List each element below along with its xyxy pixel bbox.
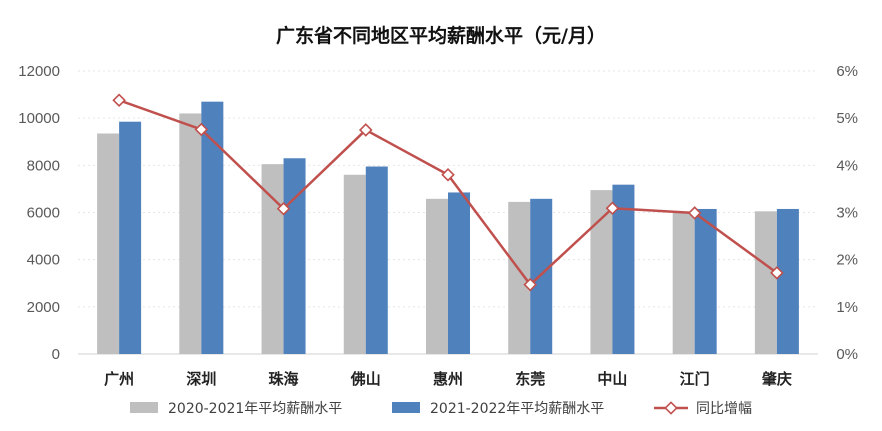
growth-line-marker	[605, 201, 620, 216]
bar-series-1	[508, 201, 531, 354]
chart-title: 广东省不同地区平均薪酬水平（元/月）	[276, 24, 606, 47]
growth-line-marker	[523, 277, 538, 292]
left-y-tick-label: 4000	[27, 252, 60, 269]
bar-series-1	[343, 174, 366, 354]
growth-line-marker	[276, 201, 291, 216]
x-tick-label: 江门	[680, 370, 710, 388]
growth-line-marker	[441, 167, 455, 182]
x-axis-tick-labels: 广州 深圳 珠海 佛山 惠州 东莞 中山 江门 肇庆	[104, 370, 792, 388]
legend: 2020-2021年平均薪酬水平 2021-2022年平均薪酬水平 同比增幅	[130, 401, 752, 417]
growth-line-marker	[687, 206, 702, 220]
right-y-tick-label: 1%	[836, 299, 858, 316]
bar-series-2	[448, 192, 470, 354]
bar-series-2	[694, 208, 717, 354]
legend-label-series-1: 2020-2021年平均薪酬水平	[168, 401, 342, 417]
right-y-tick-label: 3%	[836, 205, 858, 222]
x-tick-label: 深圳	[186, 370, 216, 388]
growth-line-marker	[112, 93, 126, 108]
left-y-tick-label: 10000	[18, 110, 60, 127]
growth-line-marker	[358, 123, 373, 137]
left-y-axis: 0 2000 4000 6000 8000 10000 12000	[18, 63, 60, 363]
bar-series-2	[612, 184, 635, 354]
growth-line-series	[112, 93, 784, 292]
x-tick-label: 佛山	[350, 370, 381, 388]
legend-swatch-series-2	[392, 402, 420, 413]
x-tick-label: 肇庆	[761, 370, 792, 388]
x-tick-label: 惠州	[433, 370, 463, 388]
bar-series-1	[179, 113, 202, 354]
bar-series-1	[426, 198, 448, 354]
right-y-axis: 0% 1% 2% 3% 4% 5% 6%	[836, 63, 858, 363]
bar-series-2	[283, 158, 306, 354]
left-y-tick-label: 2000	[27, 299, 60, 316]
bar-series-2	[530, 198, 553, 354]
x-tick-label: 中山	[597, 370, 627, 388]
right-y-tick-label: 6%	[836, 63, 858, 80]
bar-series-2	[201, 101, 224, 355]
legend-label-series-3: 同比增幅	[696, 401, 752, 417]
bar-series-1	[590, 190, 613, 354]
right-y-tick-label: 0%	[836, 346, 858, 363]
x-tick-label: 珠海	[269, 370, 299, 388]
x-tick-label: 东莞	[515, 370, 545, 388]
right-y-tick-label: 4%	[836, 157, 858, 174]
left-y-tick-label: 6000	[27, 205, 60, 222]
bar-series-1	[754, 211, 777, 354]
bar-series-1	[261, 164, 284, 354]
bar-series-1	[672, 212, 695, 354]
left-y-tick-label: 8000	[27, 157, 60, 174]
left-y-tick-label: 12000	[18, 63, 60, 80]
right-y-tick-label: 5%	[836, 110, 858, 127]
left-y-tick-label: 0	[52, 346, 60, 363]
bar-series-2	[776, 208, 799, 354]
legend-swatch-series-3-marker	[664, 401, 678, 415]
x-tick-label: 广州	[104, 370, 134, 388]
growth-line-marker	[194, 122, 209, 137]
right-y-tick-label: 2%	[836, 252, 858, 269]
legend-label-series-2: 2021-2022年平均薪酬水平	[430, 401, 604, 417]
legend-swatch-series-1	[130, 402, 158, 413]
bar-series-2	[119, 121, 142, 355]
growth-line-marker	[770, 266, 784, 280]
bar-series-1	[97, 133, 120, 354]
bar-series-2	[365, 166, 388, 354]
bar-series	[97, 101, 799, 355]
